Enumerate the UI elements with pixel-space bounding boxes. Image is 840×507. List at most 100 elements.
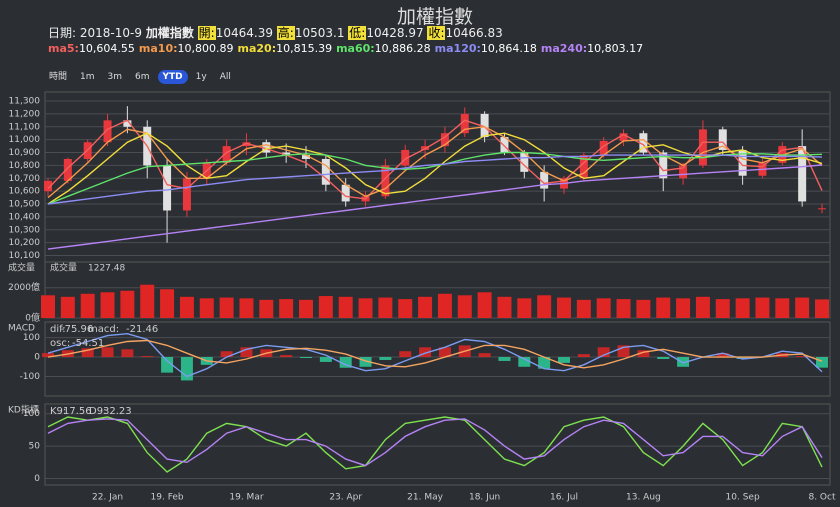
x-tick-label: 19. Feb: [151, 493, 184, 503]
x-tick-label: 22. Jan: [92, 493, 123, 503]
macd-line: [47, 332, 823, 378]
volume-bar: [795, 297, 810, 318]
y-tick-label: -100: [20, 372, 41, 382]
osc-bar: [121, 349, 134, 358]
legend-label: D9:: [89, 406, 106, 417]
ma-line: [47, 164, 823, 250]
volume-bar: [457, 295, 472, 318]
osc-bar: [518, 357, 531, 367]
kd-line: [47, 418, 823, 467]
range-button[interactable]: 6m: [135, 72, 150, 82]
osc-bar: [419, 347, 432, 358]
candle-body: [163, 165, 172, 211]
candle-body: [302, 155, 310, 159]
osc-bar: [736, 357, 749, 359]
osc-bar: [816, 357, 828, 368]
candle-body: [381, 165, 390, 197]
osc-bar: [716, 353, 729, 358]
x-tick-label: 18. Jun: [469, 493, 500, 503]
candle-body: [123, 120, 132, 127]
ma-line: [47, 151, 823, 205]
y-tick-label: 100: [23, 409, 40, 419]
volume-bar: [378, 297, 393, 318]
volume-bar: [120, 290, 135, 318]
volume-bar: [775, 298, 790, 318]
panel-frame: [44, 321, 831, 397]
range-button: 時間: [49, 72, 68, 82]
axis-label: MACD: [8, 324, 35, 334]
legend-value: -54.51: [72, 338, 104, 349]
chart-title: 加權指數: [396, 6, 473, 28]
volume-bar: [735, 298, 750, 318]
osc-bar: [677, 357, 690, 367]
legend-value: 17.56: [63, 406, 92, 417]
volume-bar: [41, 295, 55, 318]
candle-body: [718, 129, 727, 150]
range-button[interactable]: 1y: [195, 72, 207, 82]
legend-value: 10,886.28: [374, 42, 431, 55]
ma-legend: ma5:10,604.55 ma10:10,800.89 ma20:10,815.3…: [48, 42, 647, 55]
volume-bar: [259, 299, 274, 318]
volume-bar: [656, 297, 671, 318]
volume-bar: [398, 299, 413, 318]
osc-bar: [161, 357, 174, 373]
range-button[interactable]: YTD: [157, 70, 188, 84]
x-tick-label: 19. Mar: [229, 493, 263, 503]
low: 10428.97: [366, 26, 424, 40]
volume-bar: [160, 289, 175, 318]
legend-label: K9:: [50, 406, 66, 417]
osc-bar: [657, 357, 670, 359]
legend-value: -75.96: [61, 324, 93, 335]
y-tick-label: 100: [23, 333, 40, 343]
range-button[interactable]: 1m: [80, 72, 95, 82]
osc-bar: [300, 357, 312, 359]
x-tick-label: 21. May: [407, 493, 443, 503]
osc-bar: [280, 355, 293, 358]
candle-body: [321, 158, 330, 185]
legend-value: 10,864.18: [480, 42, 537, 55]
volume-bar: [279, 299, 294, 318]
legend-label: dif:: [50, 324, 66, 335]
candle-body: [182, 178, 191, 211]
legend-value: 10,803.17: [587, 42, 644, 55]
y-tick-label: 10,800: [9, 161, 41, 171]
candle-body: [599, 140, 608, 156]
candle-body: [500, 137, 509, 153]
range-button[interactable]: 3m: [107, 72, 123, 82]
candle-body: [262, 142, 271, 153]
legend-label: ma240:: [540, 42, 588, 55]
osc-bar: [637, 350, 650, 358]
range-button[interactable]: All: [219, 72, 231, 82]
candle-body: [401, 149, 410, 166]
legend-label: ma10:: [138, 42, 178, 55]
y-tick-label: 10,100: [9, 251, 41, 261]
candle-body: [679, 165, 688, 179]
axis-label: KD指標: [8, 404, 39, 416]
volume-bar: [596, 298, 611, 318]
candle-body: [619, 133, 628, 141]
osc-bar: [101, 347, 114, 358]
legend-value: 32.23: [103, 406, 132, 417]
y-tick-label: 50: [29, 442, 41, 452]
osc-bar: [319, 357, 332, 362]
osc-bar: [558, 357, 570, 363]
osc-bar: [438, 347, 451, 358]
volume-bar: [60, 296, 75, 318]
candle-body: [659, 152, 668, 179]
close: 10466.83: [445, 26, 503, 40]
osc-bar: [538, 357, 551, 369]
ma-line: [47, 154, 823, 205]
osc-bar: [81, 348, 94, 358]
osc-bar: [220, 351, 233, 358]
legend-label: 成交量: [50, 262, 77, 274]
panel-frame: [44, 403, 831, 486]
x-tick-label: 13. Aug: [626, 493, 661, 503]
candle-body: [738, 149, 747, 176]
volume-bar: [497, 296, 512, 318]
volume-bar: [100, 292, 115, 318]
y-tick-label: 10,600: [9, 187, 41, 197]
legend-value: 1227.48: [88, 264, 125, 274]
y-tick-label: 11,000: [9, 135, 41, 145]
candle-body: [520, 152, 529, 172]
volume-bar: [318, 296, 333, 318]
